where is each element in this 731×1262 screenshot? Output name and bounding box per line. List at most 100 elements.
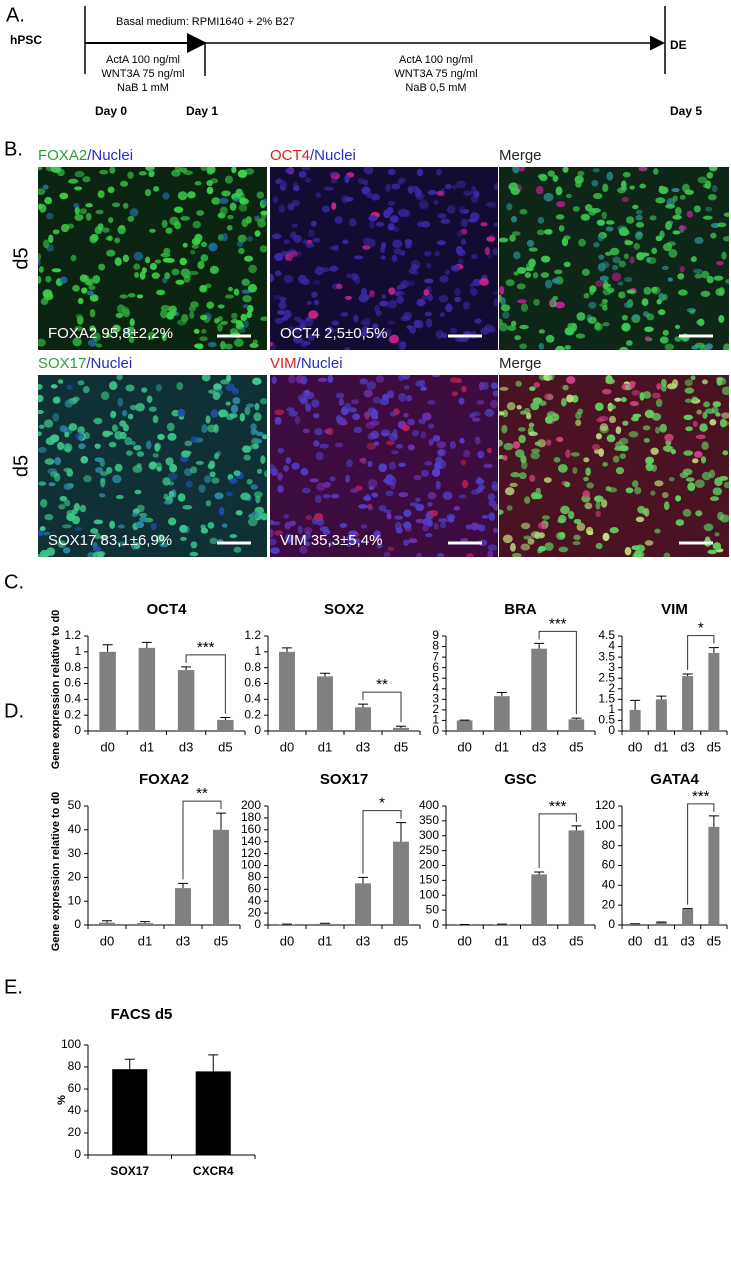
nucleus: [691, 396, 699, 402]
nucleus: [292, 185, 300, 192]
nucleus: [145, 440, 152, 450]
nucleus: [270, 528, 274, 538]
nucleus: [435, 480, 441, 490]
nucleus: [487, 253, 493, 260]
nucleus: [544, 393, 553, 401]
nucleus: [247, 517, 258, 527]
panel-label: C.: [4, 571, 24, 593]
nucleus: [100, 471, 109, 476]
nucleus: [651, 464, 658, 472]
y-tick-label: 0: [254, 723, 261, 737]
nucleus: [692, 420, 698, 428]
y-tick-label: 0.4: [244, 692, 261, 706]
nucleus: [416, 552, 423, 557]
nucleus: [62, 524, 72, 529]
nucleus: [391, 254, 398, 262]
nucleus: [246, 478, 253, 485]
caption: OCT4 2,5±0,5%: [280, 325, 387, 342]
nucleus: [478, 524, 486, 532]
nucleus: [552, 295, 559, 301]
y-tick-label: 8: [432, 639, 439, 653]
nucleus: [629, 185, 635, 190]
nucleus: [447, 515, 455, 523]
nucleus: [317, 377, 328, 383]
nucleus: [48, 482, 56, 487]
nucleus: [393, 248, 402, 255]
y-tick-label: 1: [608, 702, 615, 716]
nucleus: [115, 494, 124, 500]
nucleus: [189, 551, 199, 557]
nucleus: [635, 214, 643, 221]
nucleus: [319, 526, 329, 532]
nucleus: [212, 391, 221, 401]
nucleus: [285, 456, 292, 464]
y-tick-label: 2: [608, 681, 615, 695]
nucleus: [605, 220, 615, 225]
nucleus: [151, 272, 160, 279]
nucleus: [429, 510, 439, 517]
nucleus: [68, 423, 78, 431]
nucleus: [484, 408, 495, 417]
bar: [568, 830, 585, 925]
nucleus: [128, 335, 135, 344]
nucleus: [487, 201, 497, 209]
chart-title: FOXA2: [139, 771, 189, 788]
nucleus: [141, 387, 148, 393]
nucleus: [253, 491, 263, 498]
x-tick-label: d1: [654, 739, 668, 754]
nucleus: [651, 247, 658, 255]
nucleus: [609, 526, 619, 534]
nucleus: [74, 213, 84, 221]
nucleus: [608, 415, 617, 424]
nucleus: [155, 462, 163, 471]
nucleus: [609, 247, 620, 256]
nucleus: [201, 424, 208, 433]
nucleus: [577, 170, 585, 177]
nucleus: [618, 227, 629, 237]
nucleus: [94, 226, 103, 235]
nucleus: [326, 427, 334, 436]
significance-bracket: [538, 813, 577, 869]
error-bar: [208, 1054, 219, 1072]
micrograph-content: [38, 375, 267, 557]
nucleus: [277, 472, 283, 481]
nucleus: [361, 186, 371, 195]
nucleus: [419, 200, 429, 210]
nucleus: [129, 318, 135, 327]
nucleus: [551, 278, 560, 284]
nucleus: [274, 270, 282, 277]
nucleus: [428, 439, 434, 446]
nucleus: [352, 413, 361, 421]
nucleus: [393, 515, 404, 520]
nucleus: [82, 176, 91, 183]
nucleus: [595, 501, 601, 510]
y-tick-label: 250: [419, 843, 439, 857]
nucleus: [205, 415, 211, 424]
nucleus: [211, 197, 221, 205]
nucleus: [185, 480, 193, 488]
nucleus: [45, 212, 54, 220]
nucleus: [88, 285, 96, 290]
nucleus: [313, 299, 320, 306]
nucleus: [584, 502, 593, 510]
nucleus: [229, 533, 238, 539]
nucleus: [194, 233, 203, 243]
nucleus: [214, 318, 220, 324]
nucleus: [154, 259, 162, 264]
micrograph-content: [270, 167, 498, 350]
nucleus: [127, 413, 134, 420]
nucleus: [701, 379, 708, 385]
nucleus: [655, 398, 663, 408]
nucleus: [583, 292, 590, 299]
nucleus: [190, 436, 198, 444]
nucleus: [182, 505, 193, 510]
nucleus: [405, 280, 416, 287]
nucleus: [121, 306, 130, 316]
nucleus: [703, 523, 714, 532]
nucleus: [519, 209, 528, 215]
nucleus: [475, 478, 485, 485]
nucleus: [427, 501, 433, 507]
nucleus: [486, 236, 496, 242]
nucleus: [184, 440, 193, 447]
nucleus: [206, 301, 215, 309]
